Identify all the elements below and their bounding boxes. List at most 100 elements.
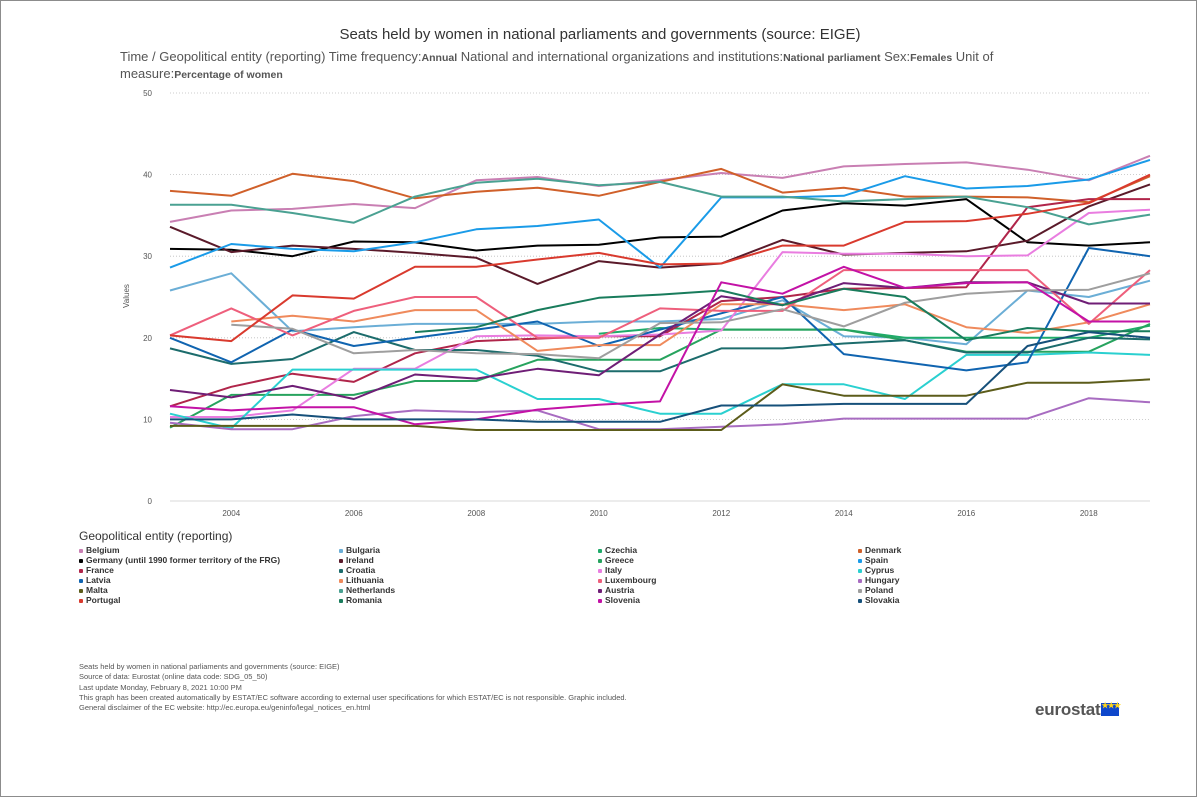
x-tick-label: 2018: [1080, 509, 1098, 518]
series-line-cyprus[interactable]: [169, 351, 1151, 430]
series-line-malta[interactable]: [170, 378, 1151, 431]
legend-label: Malta: [86, 585, 108, 595]
series-line-bulgaria[interactable]: [169, 272, 1151, 346]
x-tick-label: 2014: [835, 509, 853, 518]
legend-swatch: [858, 598, 862, 603]
legend-item[interactable]: Romania: [339, 595, 382, 605]
legend-swatch: [858, 578, 862, 583]
subtitle-text: Sex:: [880, 49, 911, 64]
legend-swatch: [339, 568, 343, 573]
legend-label: Slovenia: [605, 595, 640, 605]
legend-label: Romania: [346, 595, 382, 605]
series-line-france[interactable]: [169, 198, 1150, 408]
series-line-poland[interactable]: [231, 272, 1151, 360]
y-tick-label: 0: [148, 497, 153, 506]
legend-item[interactable]: Lithuania: [339, 575, 384, 585]
series-line-latvia[interactable]: [169, 247, 1151, 372]
legend-label: Slovakia: [865, 595, 900, 605]
y-tick-label: 10: [143, 415, 152, 424]
series-line-slovakia[interactable]: [170, 331, 1151, 423]
legend-swatch: [598, 578, 602, 583]
legend-item[interactable]: Netherlands: [339, 585, 395, 595]
legend-item[interactable]: Spain: [858, 555, 888, 565]
legend-label: Belgium: [86, 545, 120, 555]
legend-label: Luxembourg: [605, 575, 657, 585]
legend-item[interactable]: Luxembourg: [598, 575, 656, 585]
legend-item[interactable]: Italy: [598, 565, 622, 575]
subtitle-text: National and international organizations…: [457, 49, 784, 64]
series-line-austria[interactable]: [169, 281, 1150, 400]
legend-label: Bulgaria: [346, 545, 381, 555]
legend-item[interactable]: France: [79, 565, 114, 575]
series-line-slovenia[interactable]: [169, 265, 1150, 426]
legend-label: Hungary: [865, 575, 900, 585]
legend-item[interactable]: Poland: [858, 585, 893, 595]
series-line-romania[interactable]: [414, 287, 1150, 342]
legend-label: Netherlands: [346, 585, 396, 595]
footer-line: Seats held by women in national parliame…: [79, 662, 340, 671]
x-axis-ticks: 2004 2006 2008 2010 2012 2014 2016 2018: [222, 509, 1098, 518]
legend-item[interactable]: Slovakia: [858, 595, 900, 605]
footer-line: Last update Monday, February 8, 2021 10:…: [79, 682, 242, 692]
legend-label: Poland: [865, 585, 894, 595]
legend-item[interactable]: Slovenia: [598, 595, 640, 605]
series-line-portugal[interactable]: [169, 173, 1151, 343]
legend-swatch: [858, 588, 862, 593]
series-line-ireland[interactable]: [169, 183, 1151, 285]
legend-swatch: [598, 548, 602, 553]
legend-item[interactable]: Germany (until 1990 former territory of …: [79, 555, 280, 565]
legend-label: Portugal: [86, 595, 121, 605]
legend-item[interactable]: Latvia: [79, 575, 111, 585]
legend-item[interactable]: Cyprus: [858, 565, 894, 575]
legend-swatch: [339, 548, 343, 553]
legend-label: Greece: [605, 555, 634, 565]
legend-swatch: [79, 588, 83, 593]
legend-swatch: [79, 558, 83, 563]
legend-item[interactable]: Denmark: [858, 545, 901, 555]
legend-label: Denmark: [865, 545, 902, 555]
legend-label: Austria: [605, 585, 635, 595]
chart-title: Seats held by women in national parliame…: [339, 26, 861, 43]
legend-item[interactable]: Hungary: [858, 575, 899, 585]
legend-label: France: [86, 565, 114, 575]
legend-item[interactable]: Czechia: [598, 545, 637, 555]
subtitle-value: Annual: [421, 52, 458, 64]
legend-item[interactable]: Greece: [598, 555, 634, 565]
y-tick-label: 20: [143, 334, 152, 343]
series-line-lithuania[interactable]: [231, 303, 1151, 352]
series-line-spain[interactable]: [169, 158, 1151, 269]
x-tick-label: 2016: [957, 509, 975, 518]
legend-item[interactable]: Belgium: [79, 545, 120, 555]
series-line-germany-until-1990-former-territory-of-the-frg[interactable]: [169, 198, 1151, 258]
legend-item[interactable]: Bulgaria: [339, 545, 380, 555]
series-line-czechia[interactable]: [598, 324, 1151, 339]
legend-swatch: [79, 578, 83, 583]
series-line-luxembourg[interactable]: [169, 269, 1151, 339]
legend-swatch: [339, 578, 343, 583]
legend-item[interactable]: Croatia: [339, 565, 375, 575]
legend-label: Lithuania: [346, 575, 384, 585]
footer-notes: Seats held by women in national parliame…: [79, 662, 627, 713]
legend-swatch: [598, 558, 602, 563]
legend-swatch: [858, 568, 862, 573]
legend-swatch: [339, 558, 343, 563]
legend-item[interactable]: Malta: [79, 585, 108, 595]
line-chart: 0 10 20 30 40 50 2004 2006 2008 2010 2012 2014 2016…: [122, 89, 1151, 518]
series-line-netherlands[interactable]: [170, 177, 1151, 226]
legend-swatch: [598, 568, 602, 573]
legend-label: Cyprus: [865, 565, 895, 575]
legend-item[interactable]: Ireland: [339, 555, 374, 565]
flag-stars: ★★★: [1101, 701, 1121, 710]
footer-line: General disclaimer of the EC website: ht…: [79, 703, 371, 713]
legend-swatch: [79, 568, 83, 573]
legend-item[interactable]: Austria: [598, 585, 634, 595]
subtitle-value: Percentage of women: [174, 69, 283, 81]
legend-item[interactable]: Portugal: [79, 595, 120, 605]
legend-label: Czechia: [605, 545, 638, 555]
x-tick-label: 2008: [467, 509, 485, 518]
series-line-belgium[interactable]: [169, 154, 1151, 223]
legend-swatch: [79, 548, 83, 553]
x-tick-label: 2006: [345, 509, 363, 518]
series-line-denmark[interactable]: [169, 167, 1151, 204]
x-tick-label: 2012: [712, 509, 730, 518]
